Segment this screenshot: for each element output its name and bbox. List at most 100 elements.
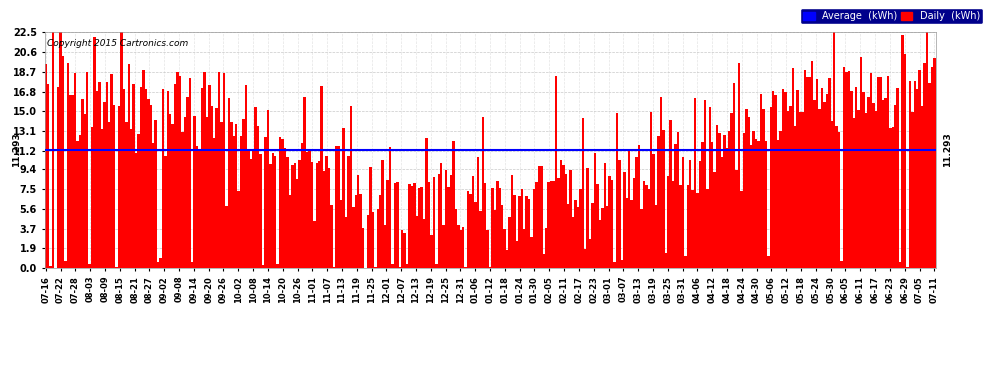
Bar [654,206,657,268]
Bar [71,95,74,268]
Bar [584,249,586,268]
Bar [298,160,301,268]
Bar [386,180,389,268]
Legend: Average  (kWh), Daily  (kWh): Average (kWh), Daily (kWh) [800,8,983,24]
Bar [176,72,179,268]
Bar [499,188,501,268]
Bar [916,89,919,268]
Bar [79,135,81,268]
Bar [814,100,816,268]
Bar [243,119,245,268]
Bar [879,76,882,268]
Bar [621,260,623,268]
Bar [481,117,484,268]
Bar [408,184,411,268]
Bar [889,128,892,268]
Bar [291,165,294,268]
Bar [650,112,652,268]
Bar [636,158,638,268]
Bar [213,138,216,268]
Bar [261,265,264,268]
Bar [647,189,650,268]
Bar [436,264,438,268]
Bar [154,120,156,268]
Bar [294,164,296,268]
Bar [338,146,340,268]
Bar [113,105,116,268]
Bar [616,113,618,268]
Bar [201,88,203,268]
Bar [308,151,311,268]
Bar [238,191,240,268]
Bar [569,170,572,268]
Bar [826,94,829,268]
Bar [657,136,659,268]
Bar [809,77,811,268]
Bar [316,163,318,268]
Bar [811,61,814,268]
Bar [696,194,699,268]
Bar [682,157,684,268]
Bar [106,82,108,268]
Bar [855,87,857,268]
Bar [513,195,516,268]
Bar [359,195,362,268]
Bar [459,230,462,268]
Bar [464,267,467,268]
Bar [318,161,321,268]
Bar [631,200,633,268]
Bar [151,143,154,268]
Bar [474,202,476,268]
Bar [467,192,469,268]
Bar [842,67,845,268]
Bar [274,156,276,268]
Bar [376,209,379,268]
Bar [491,188,494,268]
Bar [469,194,472,268]
Bar [191,262,193,268]
Bar [716,125,719,268]
Bar [506,250,508,268]
Bar [286,157,289,268]
Bar [259,154,261,268]
Bar [618,159,621,268]
Bar [759,94,762,268]
Bar [301,143,303,268]
Bar [852,118,855,268]
Bar [76,141,79,268]
Bar [652,154,654,268]
Bar [609,176,611,268]
Bar [156,262,159,268]
Bar [240,136,243,268]
Bar [694,98,696,268]
Bar [235,124,238,268]
Bar [472,177,474,268]
Bar [892,127,894,268]
Bar [279,137,281,268]
Bar [684,256,686,268]
Bar [426,138,428,268]
Bar [787,111,789,268]
Text: Daily Solar Energy & Average Production Last 365 Days Thu Jul 16 19:49: Daily Solar Energy & Average Production … [196,9,794,23]
Bar [171,124,174,268]
Bar [755,139,757,268]
Bar [599,220,601,268]
Bar [406,264,408,268]
Bar [281,139,284,268]
Bar [931,67,934,268]
Bar [711,142,714,268]
Bar [674,144,677,268]
Bar [806,78,809,268]
Bar [691,190,694,268]
Bar [462,228,464,268]
Bar [689,159,691,268]
Bar [438,174,440,268]
Bar [184,117,186,268]
Bar [623,172,626,268]
Bar [306,152,308,268]
Bar [850,91,852,268]
Bar [638,145,641,268]
Bar [789,106,792,268]
Bar [445,170,447,268]
Bar [628,149,631,268]
